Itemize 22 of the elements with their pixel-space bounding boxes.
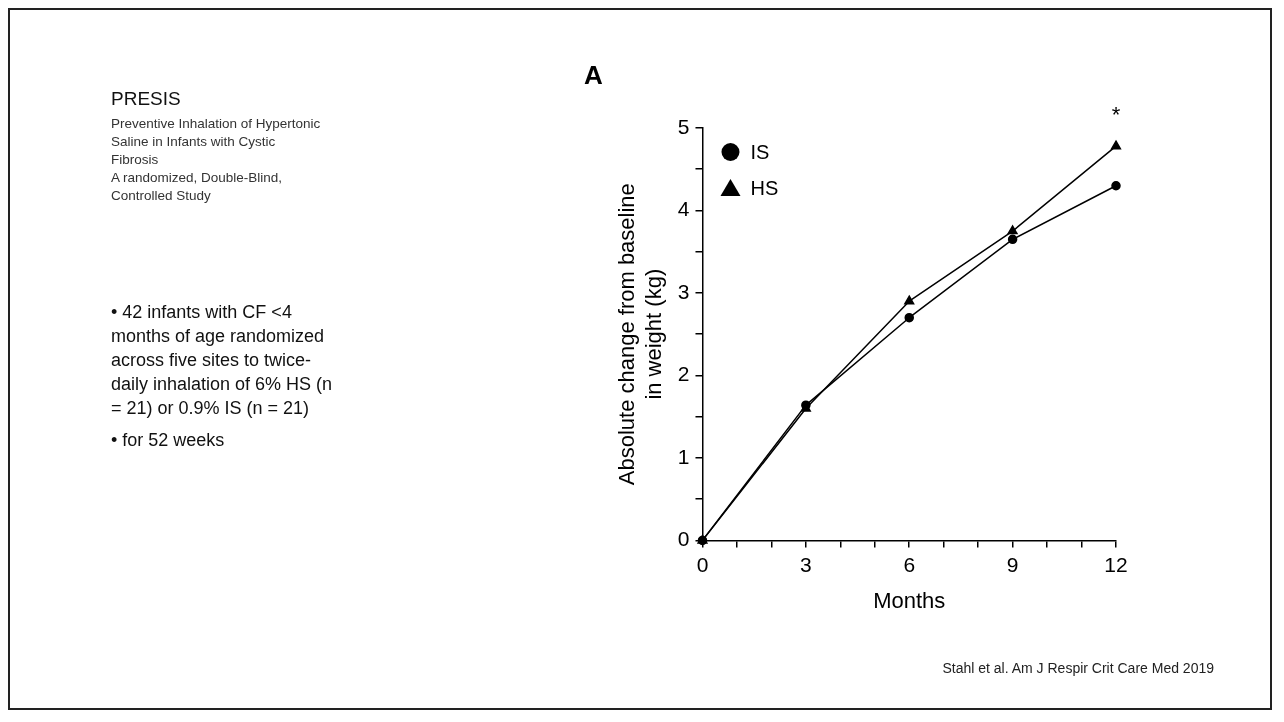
text: • for 52 weeks (111, 429, 226, 452)
y-tick-label: 3 (677, 279, 690, 303)
text: A (584, 60, 603, 91)
legend-label: IS (750, 140, 770, 163)
y-axis-title: Absolute change from baseline in weight (kg) (614, 183, 666, 486)
x-axis-title: Months (873, 587, 946, 613)
x-tick-label: 6 (903, 552, 916, 576)
text: PRESIS (111, 88, 181, 110)
x-tick-label: 0 (696, 552, 709, 576)
y-tick-label: 2 (677, 362, 690, 386)
y-tick-label: 4 (677, 197, 690, 221)
x-tick-label: 12 (1104, 552, 1128, 576)
x-tick-label: 9 (1006, 552, 1019, 576)
text: Preventive Inhalation of Hypertonic Saline in Infants with Cystic Fibrosis A randomized, Double-Blind, Controlled Study (111, 115, 322, 205)
text: • 42 infants with CF <4 months of age randomized across five sites to twice-daily inhalation of 6% HS (n = 21) or 0.9% IS (n = 21) (111, 301, 334, 420)
y-tick-label: 0 (677, 527, 690, 551)
y-tick-label: 5 (677, 114, 690, 138)
text: * (1111, 102, 1121, 128)
text: Stahl et al. Am J Respir Crit Care Med 2019 (942, 660, 1214, 676)
legend-label: HS (750, 176, 779, 199)
y-tick-label: 1 (677, 444, 690, 468)
x-tick-label: 3 (800, 552, 812, 576)
